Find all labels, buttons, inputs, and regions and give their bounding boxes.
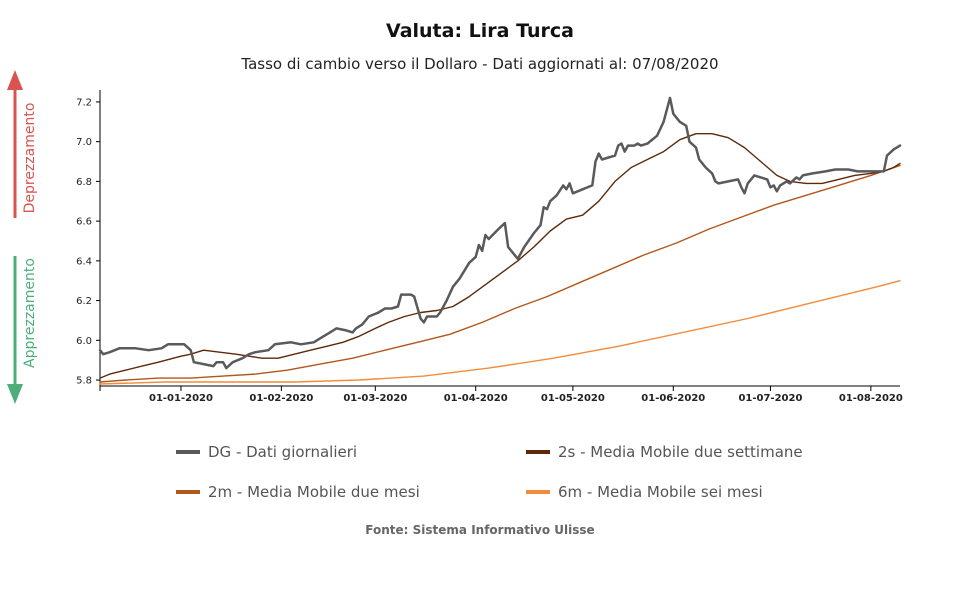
x-tick-label: 01-03-2020 [343, 393, 407, 404]
y-tick-label: 7.2 [76, 97, 92, 108]
source-note: Fonte: Sistema Informativo Ulisse [365, 523, 595, 537]
x-tick-label: 01-04-2020 [444, 393, 508, 404]
x-tick-label: 01-05-2020 [541, 393, 605, 404]
depreciation-arrow-head [7, 70, 23, 90]
series-line-2 [99, 164, 901, 383]
depreciation-label: Deprezzamento [22, 102, 38, 214]
y-tick-label: 6.8 [76, 177, 92, 188]
series-line-0 [98, 96, 902, 370]
y-tick-label: 6.4 [76, 256, 92, 267]
y-tick-label: 6.2 [76, 296, 92, 307]
axes: 5.8 6.0 6.2 6.4 6.6 6.8 7.0 7.2 01-01-2020 01-02-… [76, 90, 903, 404]
chart-title: Valuta: Lira Turca [386, 20, 574, 42]
series-group [98, 96, 902, 385]
series-line-1 [99, 132, 901, 379]
y-tick-label: 6.6 [76, 217, 92, 228]
x-tick-label: 01-02-2020 [249, 393, 313, 404]
y-tick-label: 5.8 [76, 376, 92, 387]
x-tick-label: 01-08-2020 [839, 393, 903, 404]
y-tick-label: 6.0 [76, 336, 92, 347]
chart-subtitle: Tasso di cambio verso il Dollaro - Dati … [241, 55, 719, 73]
appreciation-arrow-head [7, 384, 23, 404]
y-tick-label: 7.0 [76, 137, 92, 148]
side-arrows [7, 70, 23, 404]
x-tick-label: 01-01-2020 [149, 393, 213, 404]
x-tick-label: 01-06-2020 [641, 393, 705, 404]
x-tick-label: 01-07-2020 [738, 393, 802, 404]
series-line-3 [99, 280, 901, 385]
appreciation-label: Apprezzamento [22, 258, 38, 368]
